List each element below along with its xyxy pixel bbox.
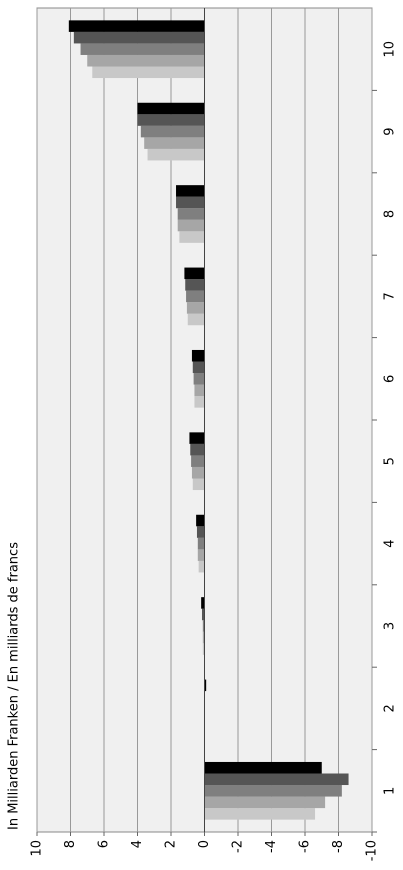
bar <box>144 137 205 149</box>
y-tick-label: -4 <box>264 840 279 853</box>
bar <box>186 302 205 314</box>
x-tick-label: 8 <box>383 210 398 218</box>
y-tick-label: 4 <box>130 840 145 848</box>
bar <box>204 796 326 809</box>
y-tick-label: 2 <box>164 840 179 848</box>
x-tick-label: 10 <box>383 41 398 58</box>
bar <box>204 808 316 820</box>
bar <box>140 125 205 138</box>
y-tick-label: 8 <box>63 840 78 848</box>
y-tick-label: -6 <box>298 840 313 853</box>
bar <box>176 185 205 197</box>
bar <box>204 785 342 797</box>
bar <box>189 432 205 444</box>
bar <box>68 20 205 32</box>
bar <box>194 384 205 397</box>
bar <box>197 549 205 561</box>
bar <box>196 526 205 538</box>
bar <box>179 231 205 243</box>
bar <box>204 773 349 786</box>
bar <box>186 290 205 303</box>
x-tick-label: 9 <box>383 127 398 135</box>
x-tick-label: 5 <box>383 457 398 465</box>
bar <box>87 54 205 67</box>
bar <box>177 219 205 232</box>
bar <box>196 514 205 527</box>
x-tick-label: 7 <box>383 292 398 300</box>
bar <box>176 196 205 209</box>
bar <box>197 537 205 550</box>
y-tick-label: 10 <box>30 840 45 857</box>
bar <box>80 43 205 55</box>
chart-title: In Milliarden Franken / En milliards de … <box>7 542 22 830</box>
bar <box>92 66 205 79</box>
bar <box>204 761 322 774</box>
bar <box>137 114 205 126</box>
bar <box>177 208 205 220</box>
x-tick-label: 4 <box>383 539 398 547</box>
bar <box>191 455 205 467</box>
y-tick-label: -8 <box>331 840 346 853</box>
bar <box>191 349 205 362</box>
rotated-chart: In Milliarden Franken / En milliards de … <box>7 7 398 861</box>
x-tick-label: 6 <box>383 375 398 383</box>
bar <box>191 466 205 479</box>
bar <box>73 31 205 44</box>
bar <box>193 373 205 385</box>
bar <box>190 443 205 456</box>
y-tick-label: 0 <box>197 840 212 848</box>
bar <box>192 361 205 374</box>
x-tick-label: 3 <box>383 622 398 630</box>
x-tick-label: 2 <box>383 704 398 712</box>
bar <box>192 478 205 491</box>
bar <box>194 396 205 408</box>
y-tick-label: 6 <box>97 840 112 848</box>
x-tick-label: 1 <box>383 787 398 795</box>
y-tick-label: -10 <box>365 840 380 861</box>
y-tick-label: -2 <box>231 840 246 853</box>
bar <box>137 102 205 115</box>
bar <box>147 148 205 161</box>
bar <box>201 608 205 621</box>
bar <box>185 279 205 291</box>
bar <box>201 597 205 609</box>
bar <box>187 313 205 326</box>
bar <box>198 560 205 573</box>
bar <box>184 267 205 280</box>
